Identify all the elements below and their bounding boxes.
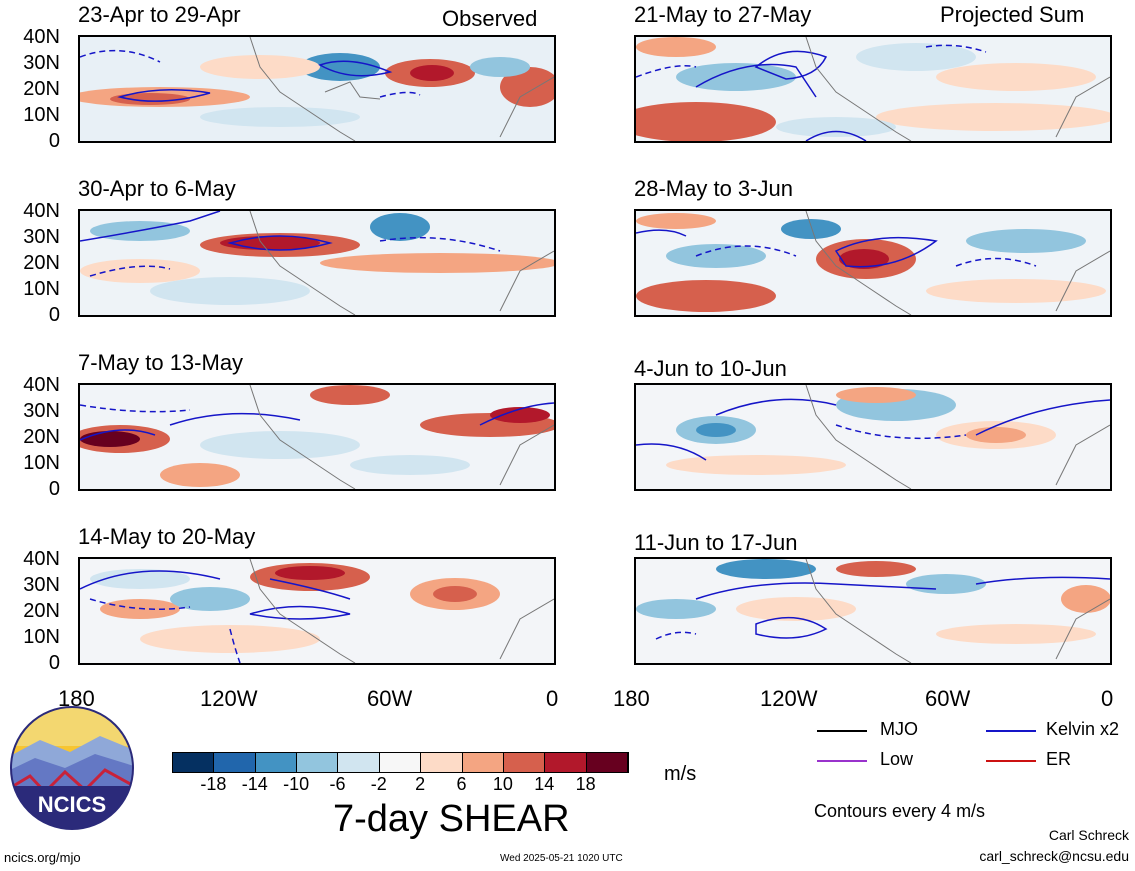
legend-mjo: MJO xyxy=(880,719,918,739)
panel-title: 4-Jun to 10-Jun xyxy=(634,356,787,381)
colorbar-swatch xyxy=(586,753,628,772)
lat-label: 0 xyxy=(48,304,60,326)
lon-label: 60W xyxy=(367,686,413,711)
colorbar-swatch xyxy=(214,753,256,772)
panel-title: 28-May to 3-Jun xyxy=(634,176,793,201)
low-line-swatch xyxy=(817,760,867,762)
lat-label: 20N xyxy=(23,252,60,274)
shear-map-panel xyxy=(634,383,1112,491)
mjo-line-swatch xyxy=(817,730,867,732)
chart-title: 7-day SHEAR xyxy=(333,798,570,840)
lat-label: 20N xyxy=(23,600,60,622)
logo-text: NCICS xyxy=(38,792,106,817)
shear-map-panel xyxy=(634,557,1112,665)
colorbar-swatch xyxy=(173,753,215,772)
kelvin-line-swatch xyxy=(986,730,1036,732)
legend-er: ER xyxy=(1046,749,1072,769)
map-shading xyxy=(80,385,554,489)
panel-title: 30-Apr to 6-May xyxy=(78,176,236,201)
lat-label: 0 xyxy=(48,130,60,152)
lat-label: 30N xyxy=(23,226,60,248)
panel-title: 7-May to 13-May xyxy=(78,350,244,375)
lat-label: 40N xyxy=(23,200,60,222)
site-url[interactable]: ncics.org/mjo xyxy=(4,850,81,865)
observed-label: Observed xyxy=(442,6,538,31)
lat-label: 0 xyxy=(48,652,60,674)
shear-map-panel xyxy=(634,35,1112,143)
colorbar-swatch xyxy=(379,753,422,772)
colorbar-swatch xyxy=(255,753,298,772)
lon-label: 0 xyxy=(1101,686,1114,711)
lon-label: 180 xyxy=(613,686,650,711)
lat-label: 10N xyxy=(23,626,60,648)
colorbar-tick-label: -14 xyxy=(241,774,268,794)
projected-sum-label: Projected Sum xyxy=(940,2,1085,27)
colorbar-swatch xyxy=(503,753,546,772)
lat-label: 40N xyxy=(23,26,60,48)
legend-kelvin: Kelvin x2 xyxy=(1046,719,1120,739)
panel-title: 14-May to 20-May xyxy=(78,524,256,549)
map-shading xyxy=(80,37,554,141)
map-shading xyxy=(636,559,1110,663)
colorbar-tick-label: -2 xyxy=(370,774,387,794)
map-shading xyxy=(80,559,554,663)
panel-title: 21-May to 27-May xyxy=(634,2,812,27)
author-email[interactable]: carl_schreck@ncsu.edu xyxy=(979,848,1129,864)
lat-label: 10N xyxy=(23,452,60,474)
colorbar-swatch xyxy=(338,753,380,772)
lat-label: 40N xyxy=(23,548,60,570)
contour-note: Contours every 4 m/s xyxy=(814,801,986,821)
colorbar-tick-label: 18 xyxy=(575,774,596,794)
panel-title: 11-Jun to 17-Jun xyxy=(634,530,798,555)
map-shading xyxy=(636,37,1110,141)
colorbar-swatch xyxy=(545,753,587,772)
colorbar-tick-label: -6 xyxy=(329,774,346,794)
colorbar-tick-label: 2 xyxy=(415,774,426,794)
er-line-swatch xyxy=(986,760,1036,762)
map-shading xyxy=(80,211,554,315)
colorbar-tick-label: -10 xyxy=(283,774,310,794)
colorbar-swatch xyxy=(421,753,463,772)
lat-label: 20N xyxy=(23,78,60,100)
colorbar-tick-label: 10 xyxy=(492,774,513,794)
author-name: Carl Schreck xyxy=(1048,827,1129,843)
lat-label: 10N xyxy=(23,278,60,300)
shear-map-panel xyxy=(634,209,1112,317)
colorbar-tick-label: -18 xyxy=(200,774,227,794)
shear-map-panel xyxy=(78,557,556,665)
lat-label: 30N xyxy=(23,400,60,422)
colorbar-swatch xyxy=(297,753,339,772)
lon-label: 120W xyxy=(200,686,258,711)
colorbar-tick-label: 6 xyxy=(456,774,467,794)
map-shading xyxy=(636,385,1110,489)
lat-label: 40N xyxy=(23,374,60,396)
lon-label: 60W xyxy=(925,686,971,711)
panel-title: 23-Apr to 29-Apr xyxy=(78,2,241,27)
colorbar-swatch xyxy=(462,753,504,772)
map-shading xyxy=(636,211,1110,315)
unit-label: m/s xyxy=(664,763,697,785)
shear-map-panel xyxy=(78,383,556,491)
lat-label: 20N xyxy=(23,426,60,448)
legend-low: Low xyxy=(880,749,914,769)
ncics-logo: NCICS xyxy=(10,706,134,830)
colorbar xyxy=(172,752,629,773)
lon-label: 0 xyxy=(546,686,559,711)
colorbar-tick-label: 14 xyxy=(534,774,555,794)
shear-map-panel xyxy=(78,209,556,317)
lat-label: 30N xyxy=(23,574,60,596)
timestamp: Wed 2025-05-21 1020 UTC xyxy=(500,853,623,864)
lat-label: 30N xyxy=(23,52,60,74)
shear-map-panel xyxy=(78,35,556,143)
lat-label: 0 xyxy=(48,478,60,500)
lat-label: 10N xyxy=(23,104,60,126)
lon-label: 120W xyxy=(760,686,818,711)
